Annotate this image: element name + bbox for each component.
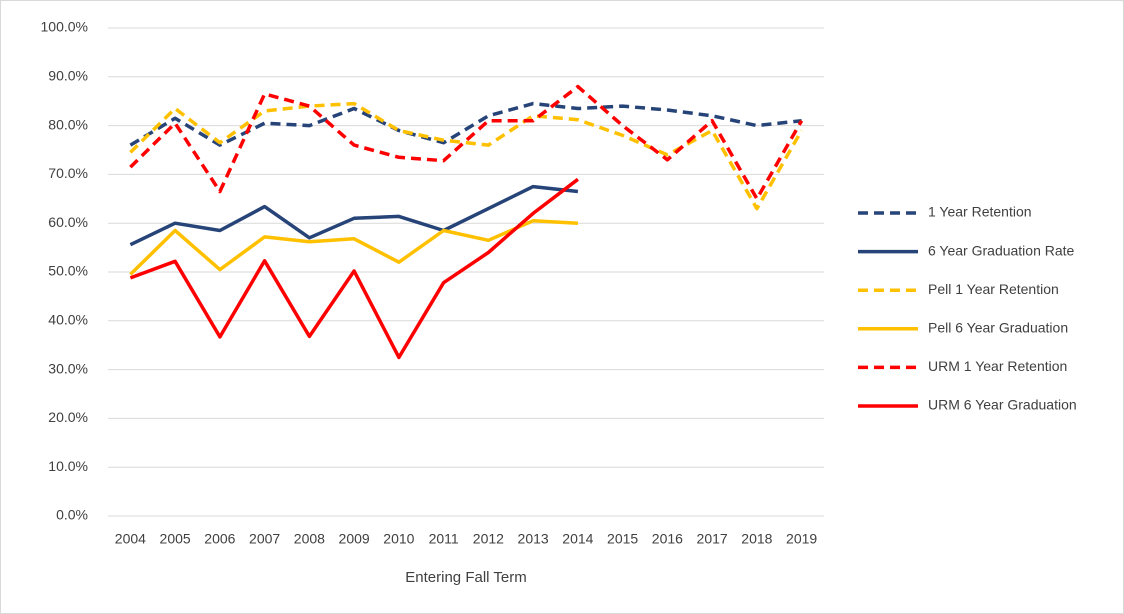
series-line [129,219,578,276]
series-line [129,184,579,247]
y-tick-label: 90.0% [48,68,88,84]
legend-label: Pell 6 Year Graduation [928,320,1068,336]
x-tick-label: 2008 [294,531,325,547]
x-tick-label: 2006 [204,531,235,547]
x-tick-label: 2011 [429,531,459,547]
x-tick-label: 2013 [518,531,549,547]
x-tick-label: 2017 [697,531,728,547]
x-tick-label: 2004 [115,531,146,547]
y-tick-label: 100.0% [41,19,88,35]
y-tick-label: 0.0% [56,507,88,523]
x-tick-label: 2015 [607,531,638,547]
legend-label: URM 6 Year Graduation [928,397,1077,413]
y-tick-label: 40.0% [48,312,88,328]
x-tick-label: 2014 [562,531,593,547]
x-tick-label: 2007 [249,531,280,547]
y-tick-label: 70.0% [48,165,88,181]
x-tick-label: 2019 [786,531,817,547]
y-tick-label: 60.0% [48,214,88,230]
series-line [129,101,802,147]
x-tick-label: 2016 [652,531,683,547]
series-line [129,84,804,201]
legend-label: URM 1 Year Retention [928,358,1067,374]
x-tick-label: 2018 [741,531,772,547]
x-axis-title: Entering Fall Term [405,569,526,586]
y-tick-label: 50.0% [48,263,88,279]
x-tick-label: 2005 [160,531,191,547]
legend-label: 1 Year Retention [928,204,1032,220]
y-tick-label: 30.0% [48,360,88,376]
y-tick-label: 20.0% [48,409,88,425]
legend-label: Pell 1 Year Retention [928,281,1059,297]
y-tick-label: 10.0% [48,458,88,474]
x-tick-label: 2012 [473,531,504,547]
x-tick-label: 2009 [339,531,370,547]
series-line [129,101,804,211]
y-tick-label: 80.0% [48,116,88,132]
series-line [129,177,579,360]
legend-label: 6 Year Graduation Rate [928,242,1075,258]
x-tick-label: 2010 [383,531,414,547]
